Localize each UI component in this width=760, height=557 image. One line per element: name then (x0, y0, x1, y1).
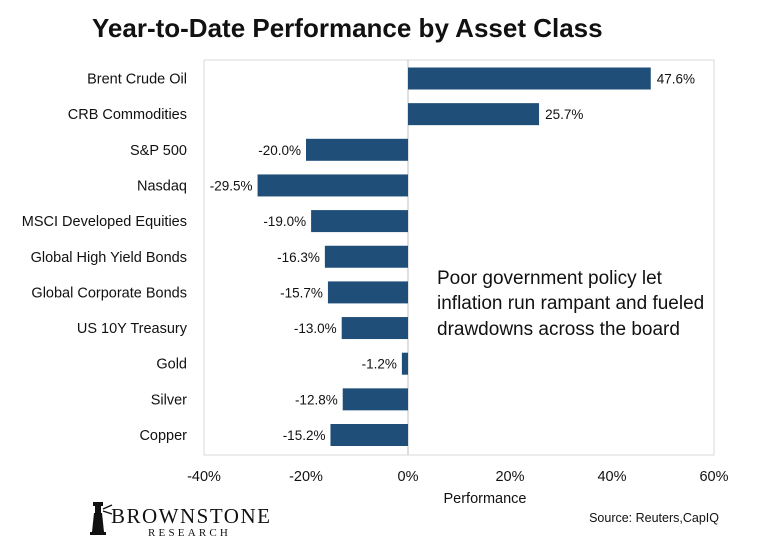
category-label: Copper (139, 428, 187, 444)
annotation: Poor government policy let inflation run… (437, 268, 704, 340)
x-axis-ticks: -40% -20% 0% 20% 40% 60% (187, 469, 729, 485)
bars-group (257, 67, 651, 446)
logo-wordmark: BROWNSTONE (111, 504, 271, 528)
category-label: Brent Crude Oil (87, 72, 187, 88)
bar (408, 67, 651, 90)
x-tick-label: -40% (187, 469, 221, 485)
bar (342, 388, 408, 411)
bar (311, 210, 408, 233)
logo-subtitle: RESEARCH (148, 527, 231, 539)
brownstone-logo: BROWNSTONE RESEARCH (90, 502, 271, 539)
bar (257, 174, 408, 197)
chart-title: Year-to-Date Performance by Asset Class (92, 13, 603, 43)
x-tick-label: 0% (398, 469, 419, 485)
value-label: -15.7% (280, 285, 323, 300)
category-label: Global High Yield Bonds (31, 250, 187, 266)
value-label: -29.5% (210, 178, 253, 193)
category-label: S&P 500 (130, 143, 187, 159)
category-label: US 10Y Treasury (77, 321, 188, 337)
value-label: -13.0% (294, 321, 337, 336)
lighthouse-icon (90, 502, 113, 535)
x-tick-label: 20% (495, 469, 524, 485)
bar (401, 352, 408, 375)
bar (324, 245, 408, 268)
value-label: -1.2% (362, 357, 397, 372)
bar (327, 281, 408, 304)
source-note: Source: Reuters,CapIQ (589, 511, 719, 525)
value-label: 25.7% (545, 107, 583, 122)
bar (306, 138, 408, 161)
value-label: -20.0% (258, 143, 301, 158)
x-tick-label: -20% (289, 469, 323, 485)
category-label: Silver (151, 392, 187, 408)
annotation-line: drawdowns across the board (437, 319, 680, 340)
bar (341, 317, 408, 340)
category-label: MSCI Developed Equities (22, 214, 187, 230)
value-label: -15.2% (283, 428, 326, 443)
annotation-line: Poor government policy let (437, 268, 663, 289)
category-label: CRB Commodities (68, 107, 187, 123)
category-label: Gold (156, 357, 187, 373)
category-labels: Brent Crude Oil CRB Commodities S&P 500 Nas… (22, 72, 188, 445)
value-label: -16.3% (277, 250, 320, 265)
category-label: Nasdaq (137, 178, 187, 194)
annotation-line: inflation run rampant and fueled (437, 293, 704, 314)
category-label: Global Corporate Bonds (31, 285, 187, 301)
value-label: -19.0% (263, 214, 306, 229)
x-tick-label: 40% (597, 469, 626, 485)
x-axis-title: Performance (443, 491, 526, 507)
value-label: 47.6% (657, 72, 695, 87)
bar (408, 103, 540, 126)
value-labels: 47.6% 25.7% -20.0% -29.5% -19.0% -16.3% -15.7%… (210, 72, 695, 444)
value-label: -12.8% (295, 392, 338, 407)
bar (330, 424, 408, 446)
plot-area (203, 59, 715, 456)
x-tick-label: 60% (699, 469, 728, 485)
